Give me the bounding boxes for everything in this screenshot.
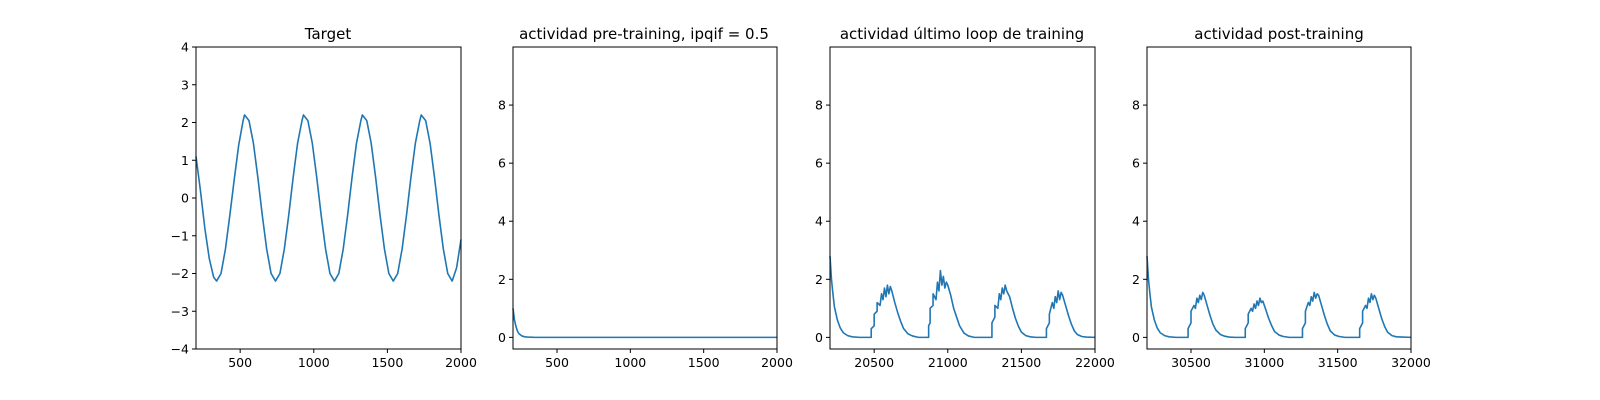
y-tick-label: −1 [171,228,189,243]
axes-frame [512,46,778,350]
y-tick-label: 0 [181,191,189,206]
x-tick-label: 1500 [371,355,403,370]
y-tick-label: 4 [181,40,189,55]
y-tick-label: 1 [181,153,189,168]
subplot-post-training: actividad post-training 30500 31000 31500 3… [1132,25,1431,370]
series-line [1146,256,1412,339]
y-tick-label: 4 [498,214,506,229]
y-tick-label: 2 [815,272,823,287]
subplot-title: Target [304,25,352,43]
subplot-target: Target 500 1000 1500 2000 −4 −3 −2 −1 0 1 2 3 4 [171,25,477,370]
y-tick-label: 6 [498,156,506,171]
y-tick-label: −3 [171,304,189,319]
y-tick-label: 4 [815,214,823,229]
subplot-last-training-loop: actividad último loop de training 20500 2… [815,25,1115,370]
subplot-title: actividad último loop de training [840,25,1084,43]
y-tick-label: −4 [171,342,189,357]
x-tick-label: 500 [228,355,252,370]
y-tick-label: 2 [1132,272,1140,287]
y-tick-label: −2 [171,266,189,281]
axes-frame [1146,46,1412,350]
y-tick-label: 3 [181,77,189,92]
series-line [512,308,777,339]
x-tick-label: 30500 [1171,355,1211,370]
x-tick-label: 22000 [1075,355,1115,370]
y-tick-label: 8 [815,98,823,113]
x-tick-label: 21000 [928,355,968,370]
x-tick-label: 1000 [298,355,330,370]
subplot-title: actividad pre-training, ipqif = 0.5 [519,25,769,43]
x-tick-label: 1500 [688,355,720,370]
x-tick-label: 2000 [761,355,793,370]
series-line [195,114,462,282]
axes-frame [829,46,1096,350]
y-tick-label: 0 [498,330,506,345]
y-tick-label: 0 [815,330,823,345]
series-line [829,256,1096,339]
y-tick-label: 0 [1132,330,1140,345]
x-tick-label: 32000 [1391,355,1431,370]
y-tick-label: 2 [498,272,506,287]
x-tick-label: 31500 [1318,355,1358,370]
subplot-title: actividad post-training [1194,25,1363,43]
y-tick-label: 6 [815,156,823,171]
y-tick-label: 2 [181,115,189,130]
y-tick-label: 8 [498,98,506,113]
subplot-pre-training: actividad pre-training, ipqif = 0.5 500 1… [498,25,793,370]
x-tick-label: 20500 [854,355,894,370]
x-tick-label: 2000 [445,355,477,370]
x-tick-label: 31000 [1244,355,1284,370]
x-tick-label: 1000 [614,355,646,370]
axes-frame [195,46,462,350]
y-tick-label: 6 [1132,156,1140,171]
y-tick-label: 4 [1132,214,1140,229]
x-tick-label: 21500 [1002,355,1042,370]
y-tick-label: 8 [1132,98,1140,113]
x-tick-label: 500 [545,355,569,370]
